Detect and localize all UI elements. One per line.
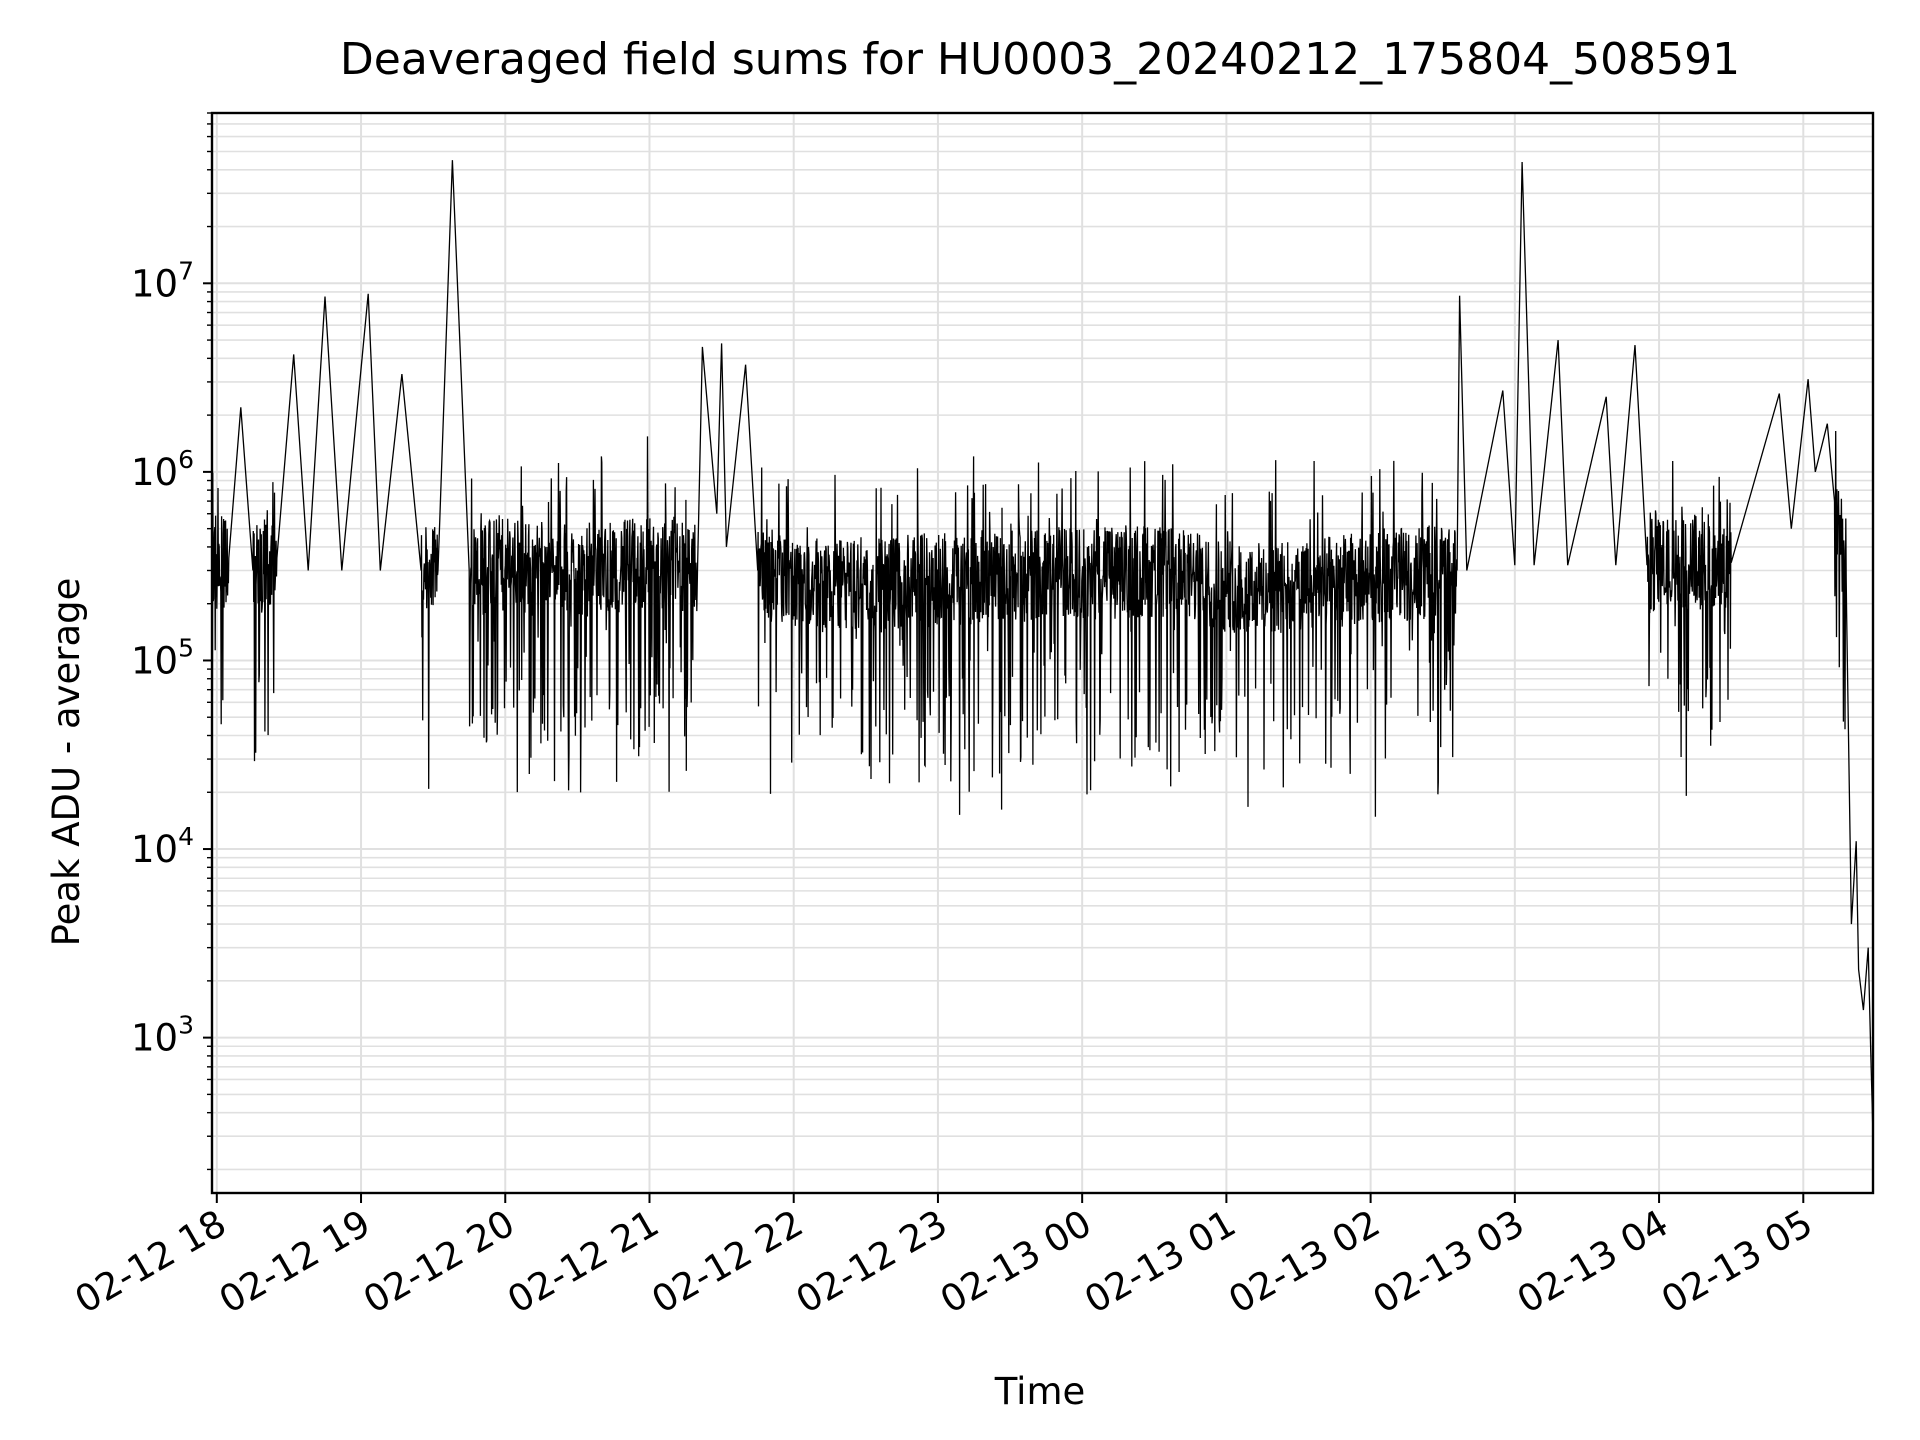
x-axis-label: Time: [994, 1370, 1086, 1413]
series-group: [211, 160, 1874, 1137]
y-tick-base: 10: [131, 262, 178, 305]
y-tick-label: 104: [131, 822, 194, 871]
y-tick-exponent: 5: [178, 633, 194, 662]
y-tick-base: 10: [131, 1017, 178, 1060]
y-tick-label: 105: [131, 633, 194, 682]
y-tick-label: 106: [131, 445, 194, 494]
y-tick-base: 10: [131, 828, 178, 871]
y-tick-exponent: 6: [178, 445, 194, 474]
y-tick-exponent: 7: [178, 256, 194, 285]
y-axis-label: Peak ADU - average: [45, 578, 88, 947]
plot-frame: [210, 111, 1875, 1195]
y-tick-exponent: 4: [178, 822, 194, 851]
grid: [212, 112, 1873, 1193]
y-tick-exponent: 3: [178, 1011, 194, 1040]
y-tick-label: 103: [131, 1011, 194, 1060]
chart-title: Deaveraged field sums for HU0003_2024021…: [340, 34, 1740, 85]
y-tick-base: 10: [131, 639, 178, 682]
y-tick-base: 10: [131, 451, 178, 494]
y-tick-label: 107: [131, 256, 194, 305]
series-line: [211, 160, 1874, 1137]
